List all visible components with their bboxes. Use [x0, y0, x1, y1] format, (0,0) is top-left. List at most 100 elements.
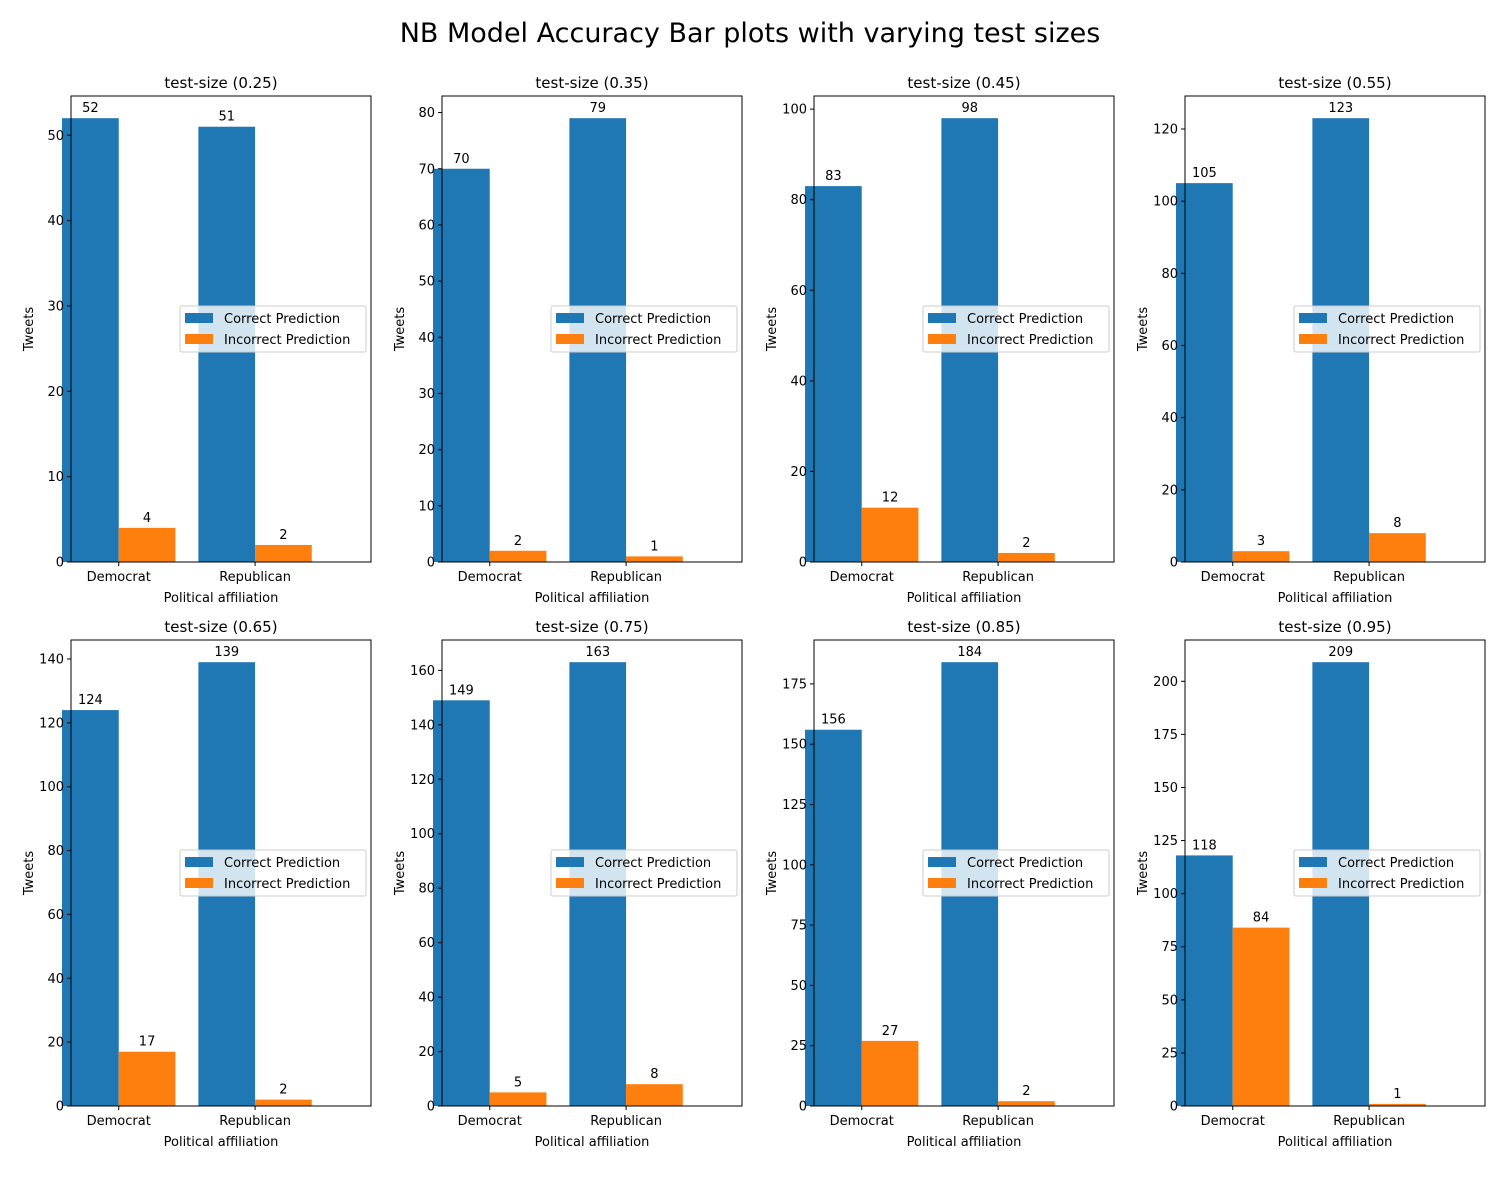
y-tick-label: 50: [790, 979, 807, 994]
y-tick-label: 20: [1161, 483, 1178, 498]
x-tick-label: Republican: [1333, 1114, 1405, 1129]
y-tick-label: 60: [47, 908, 64, 923]
value-label: 3: [1257, 534, 1265, 549]
y-tick-label: 40: [418, 991, 435, 1006]
y-axis-label: Tweets: [393, 307, 408, 353]
y-tick-label: 50: [418, 275, 435, 290]
legend-label: Incorrect Prediction: [224, 333, 350, 348]
y-tick-label: 60: [418, 936, 435, 951]
x-tick-label: Democrat: [87, 570, 151, 585]
y-tick-label: 100: [782, 858, 807, 873]
y-tick-label: 175: [782, 677, 807, 692]
value-label: 5: [514, 1075, 522, 1090]
value-label: 8: [650, 1067, 658, 1082]
x-axis-label: Political affiliation: [164, 591, 279, 606]
y-tick-label: 0: [427, 556, 435, 571]
value-label: 2: [279, 528, 287, 543]
axes-frame: [1184, 639, 1486, 1107]
bar-incorrect-democrat: [1232, 927, 1290, 1106]
legend-box: [550, 849, 738, 897]
y-axis-label: Tweets: [1136, 851, 1151, 897]
y-axis-label: Tweets: [22, 307, 37, 353]
bar-incorrect-democrat: [118, 527, 176, 562]
y-tick-label: 70: [418, 162, 435, 177]
legend: Correct Prediction Incorrect Prediction: [1293, 849, 1481, 897]
y-tick-label: 20: [790, 465, 807, 480]
value-label: 156: [821, 713, 846, 728]
y-tick-label: 20: [418, 443, 435, 458]
legend-swatch-correct: [1299, 857, 1327, 867]
y-tick-label: 175: [1153, 728, 1178, 743]
subplot-title: test-size (0.45): [907, 74, 1020, 92]
y-tick-label: 40: [47, 214, 64, 229]
x-tick-label: Republican: [219, 1114, 291, 1129]
legend-swatch-incorrect: [1299, 878, 1327, 888]
y-tick-label: 80: [790, 193, 807, 208]
y-tick-label: 100: [39, 780, 64, 795]
legend-box: [922, 305, 1110, 353]
subplot-1: test-size (0.25)52514201020304050Democra…: [22, 74, 372, 606]
x-tick-label: Democrat: [458, 1114, 522, 1129]
legend-swatch-correct: [928, 313, 956, 323]
y-axis-label: Tweets: [393, 851, 408, 897]
value-label: 4: [143, 511, 151, 526]
x-axis-label: Political affiliation: [535, 1135, 650, 1150]
y-tick-label: 120: [1153, 123, 1178, 138]
legend-swatch-incorrect: [928, 334, 956, 344]
y-tick-label: 25: [1161, 1046, 1178, 1061]
legend: Correct Prediction Incorrect Prediction: [179, 849, 367, 897]
x-axis-label: Political affiliation: [535, 591, 650, 606]
value-label: 79: [589, 101, 606, 116]
y-tick-label: 80: [47, 844, 64, 859]
y-tick-label: 80: [418, 882, 435, 897]
legend-box: [1293, 305, 1481, 353]
legend-swatch-correct: [185, 857, 213, 867]
bar-incorrect-republican: [626, 556, 683, 562]
legend-label: Incorrect Prediction: [1338, 877, 1464, 892]
legend: Correct Prediction Incorrect Prediction: [922, 849, 1110, 897]
subplot-title: test-size (0.55): [1278, 74, 1391, 92]
legend-label: Incorrect Prediction: [595, 333, 721, 348]
value-label: 2: [1022, 536, 1030, 551]
value-label: 2: [279, 1083, 287, 1098]
subplot-title: test-size (0.75): [535, 618, 648, 636]
value-label: 1: [650, 539, 658, 554]
legend-swatch-correct: [928, 857, 956, 867]
y-tick-label: 50: [1161, 993, 1178, 1008]
value-label: 84: [1253, 911, 1270, 926]
y-tick-label: 30: [47, 299, 64, 314]
y-tick-label: 10: [47, 470, 64, 485]
legend-box: [179, 305, 367, 353]
x-axis-label: Political affiliation: [1278, 591, 1393, 606]
y-tick-label: 60: [418, 218, 435, 233]
legend-box: [922, 849, 1110, 897]
bar-incorrect-republican: [255, 1099, 312, 1106]
y-tick-label: 200: [1153, 675, 1178, 690]
y-tick-label: 20: [47, 385, 64, 400]
x-tick-label: Democrat: [87, 1114, 151, 1129]
y-tick-label: 25: [790, 1039, 807, 1054]
value-label: 209: [1328, 645, 1353, 660]
value-label: 12: [882, 491, 899, 506]
y-tick-label: 100: [1153, 887, 1178, 902]
y-tick-label: 60: [790, 284, 807, 299]
legend-label: Correct Prediction: [224, 312, 340, 327]
y-tick-label: 100: [1153, 195, 1178, 210]
legend-swatch-incorrect: [556, 878, 584, 888]
y-axis-label: Tweets: [765, 851, 780, 897]
axes-frame: [813, 95, 1115, 563]
value-label: 1: [1393, 1087, 1401, 1102]
subplot-7: test-size (0.85) 156 184 27 2 0 25 50 75 100 125 15…: [765, 618, 1115, 1150]
x-tick-label: Democrat: [830, 570, 894, 585]
value-label: 98: [961, 101, 978, 116]
value-label: 27: [882, 1024, 899, 1039]
legend-swatch-incorrect: [1299, 334, 1327, 344]
y-tick-label: 100: [782, 103, 807, 118]
y-tick-label: 75: [790, 919, 807, 934]
bar-incorrect-democrat: [489, 1092, 547, 1106]
y-tick-label: 0: [1170, 556, 1178, 571]
value-label: 184: [957, 645, 982, 660]
legend-swatch-incorrect: [556, 334, 584, 344]
x-axis-label: Political affiliation: [164, 1135, 279, 1150]
legend-box: [179, 849, 367, 897]
